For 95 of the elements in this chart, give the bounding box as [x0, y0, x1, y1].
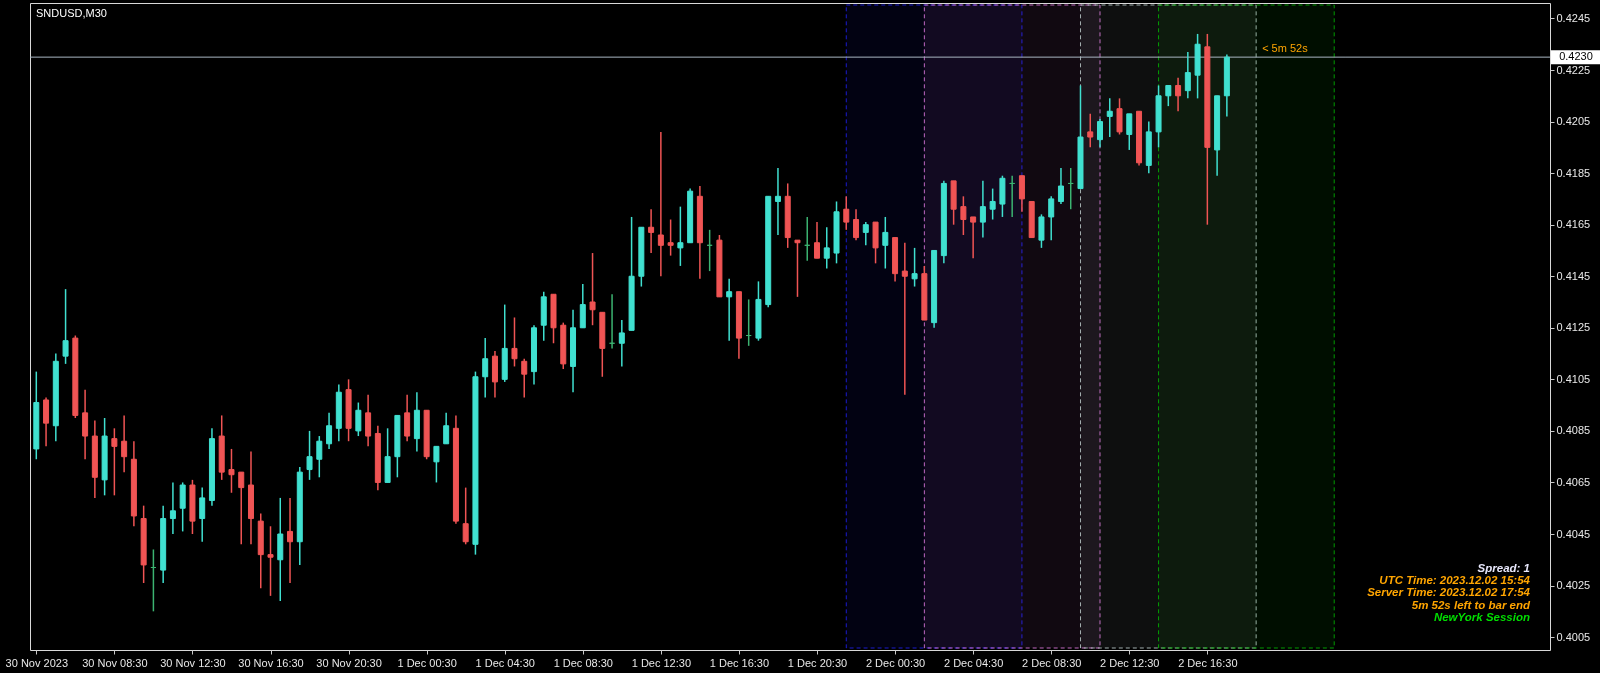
candlestick [1126, 113, 1133, 151]
candlestick [1087, 113, 1094, 149]
candlestick [774, 167, 781, 236]
x-tick-label: 30 Nov 16:30 [238, 656, 304, 669]
annotation: 5m 52s left to bar end [1411, 598, 1531, 611]
candlestick [1018, 174, 1025, 213]
y-tick-label: 0.4005 [1556, 630, 1591, 643]
candlestick [462, 486, 469, 546]
candlestick [482, 337, 489, 399]
x-tick-label: 30 Nov 20:30 [316, 656, 382, 669]
candlestick [853, 208, 860, 241]
candlestick [882, 216, 889, 270]
y-tick-label: 0.4225 [1556, 63, 1591, 76]
candlestick [979, 180, 986, 239]
candlestick [267, 525, 274, 597]
candlestick [862, 221, 869, 247]
candlestick [657, 131, 664, 277]
y-tick-label: 0.4125 [1556, 321, 1591, 334]
candlestick [326, 412, 333, 450]
x-tick-label: 1 Dec 04:30 [475, 656, 535, 669]
candlestick [648, 208, 655, 254]
x-tick-label: 2 Dec 08:30 [1022, 656, 1082, 669]
candlestick [316, 435, 323, 479]
annotation: < 5m 52s [1262, 42, 1309, 55]
annotation: NewYork Session [1433, 611, 1530, 623]
candlestick [82, 388, 89, 460]
candlestick [111, 427, 118, 497]
candlestick [199, 486, 206, 543]
chart-title: SNDUSD,M30 [36, 7, 107, 19]
candlestick [306, 430, 313, 481]
candlestick [1184, 51, 1191, 100]
annotation: Spread: 1 [1477, 561, 1530, 574]
candlestick [1175, 77, 1182, 113]
x-tick-label: 2 Dec 04:30 [943, 656, 1004, 669]
candlestick [823, 226, 830, 270]
candlestick [843, 195, 850, 231]
candlestick [121, 414, 128, 473]
y-tick-label: 0.4105 [1556, 372, 1591, 385]
candlestick [911, 247, 918, 288]
candlestick [62, 288, 69, 365]
x-tick-label: 30 Nov 08:30 [82, 656, 148, 669]
candlestick [901, 241, 908, 396]
candlestick [287, 497, 294, 584]
candlestick [1057, 167, 1064, 205]
candlestick [589, 252, 596, 326]
candlestick [726, 278, 733, 342]
candlestick [1165, 84, 1172, 107]
x-tick-label: 30 Nov 12:30 [160, 656, 226, 669]
y-tick-label: 0.4065 [1556, 475, 1591, 488]
x-tick-label: 1 Dec 20:30 [787, 656, 848, 669]
candlestick [521, 357, 528, 399]
candlestick [1106, 97, 1113, 138]
candlestick [404, 394, 411, 442]
y-tick-label: 0.4085 [1556, 424, 1591, 437]
candlestick [179, 481, 186, 533]
candlestick [960, 195, 967, 236]
candlestick [433, 445, 440, 484]
ref-line-label: 0.4230 [1559, 50, 1593, 63]
candlestick [238, 471, 245, 546]
y-tick-label: 0.4185 [1556, 166, 1591, 179]
candlestick [365, 394, 372, 448]
x-tick-label: 1 Dec 12:30 [631, 656, 692, 669]
candlestick [677, 205, 684, 267]
y-tick-label: 0.4165 [1556, 218, 1591, 231]
candlestick [667, 218, 674, 257]
y-tick-label: 0.4045 [1556, 527, 1591, 540]
candlestick [43, 396, 50, 448]
x-tick-label: 1 Dec 08:30 [553, 656, 613, 669]
candlestick [1116, 97, 1123, 136]
y-tick-label: 0.4145 [1556, 269, 1591, 282]
annotation: UTC Time: 2023.12.02 15:54 [1379, 574, 1531, 587]
x-tick-label: 30 Nov 2023 [5, 656, 68, 669]
candlestick [794, 239, 801, 298]
candlestick [579, 283, 586, 329]
y-tick-label: 0.4205 [1556, 115, 1591, 128]
candlestick [511, 316, 518, 368]
x-tick-label: 2 Dec 12:30 [1100, 656, 1160, 669]
x-tick-label: 1 Dec 00:30 [397, 656, 457, 669]
candlestick [989, 187, 996, 221]
candlestick [970, 216, 977, 259]
candlestick [228, 448, 235, 494]
candlestick [1038, 213, 1045, 249]
candlestick [169, 481, 176, 535]
x-tick-label: 2 Dec 00:30 [865, 656, 926, 669]
candlestick [443, 412, 450, 445]
candlestick [814, 221, 820, 259]
x-tick-label: 1 Dec 16:30 [709, 656, 770, 669]
annotation: Server Time: 2023.12.02 17:54 [1367, 586, 1531, 599]
x-tick-label: 2 Dec 16:30 [1178, 656, 1238, 669]
candlestick [355, 401, 362, 437]
y-tick-label: 0.4245 [1556, 11, 1591, 24]
candlestick [1097, 118, 1103, 149]
y-tick-label: 0.4025 [1556, 579, 1591, 592]
candlestick [618, 319, 625, 368]
candlestick [1048, 195, 1055, 241]
